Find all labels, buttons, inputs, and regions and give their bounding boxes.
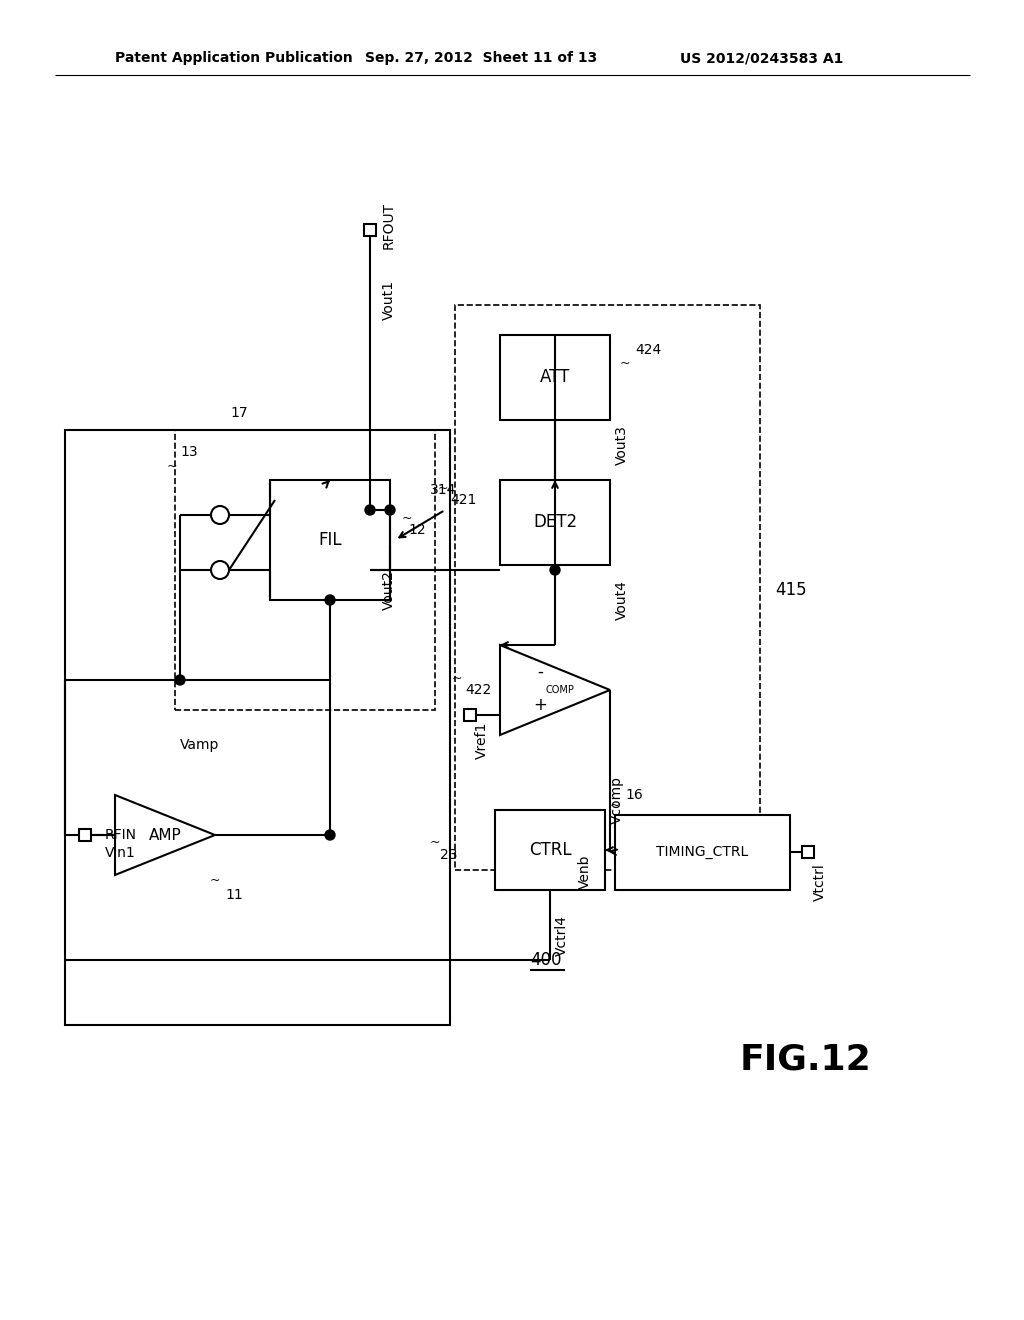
- Text: ~: ~: [452, 672, 463, 685]
- Text: RFOUT: RFOUT: [382, 202, 396, 248]
- Bar: [455, 305, 760, 870]
- Text: AMP: AMP: [148, 828, 181, 842]
- Text: 12: 12: [408, 523, 426, 537]
- Text: ~: ~: [210, 874, 220, 887]
- Text: COMP: COMP: [546, 685, 574, 696]
- Circle shape: [325, 595, 335, 605]
- Circle shape: [211, 561, 229, 579]
- Text: Sep. 27, 2012  Sheet 11 of 13: Sep. 27, 2012 Sheet 11 of 13: [365, 51, 597, 65]
- Text: Vout4: Vout4: [615, 579, 629, 620]
- Text: Patent Application Publication: Patent Application Publication: [115, 51, 352, 65]
- Circle shape: [365, 506, 375, 515]
- Text: -: -: [537, 663, 543, 681]
- Text: ~: ~: [620, 356, 631, 370]
- Circle shape: [550, 565, 560, 576]
- Text: 13: 13: [180, 445, 198, 459]
- Text: ~: ~: [167, 459, 177, 473]
- Text: Vref1: Vref1: [475, 721, 489, 759]
- Text: +: +: [534, 696, 547, 714]
- Bar: [802, 846, 814, 858]
- Circle shape: [211, 506, 229, 524]
- Text: RFIN: RFIN: [105, 828, 137, 842]
- Circle shape: [175, 675, 185, 685]
- Text: 314: 314: [430, 483, 457, 498]
- Text: ATT: ATT: [540, 368, 570, 385]
- Text: Vtctrl: Vtctrl: [813, 863, 827, 900]
- Text: CTRL: CTRL: [528, 841, 571, 859]
- Text: 16: 16: [625, 788, 643, 803]
- Circle shape: [385, 506, 395, 515]
- Text: 400: 400: [530, 950, 561, 969]
- Bar: [495, 810, 605, 890]
- Text: 415: 415: [775, 581, 807, 599]
- Text: ~: ~: [438, 482, 449, 495]
- Bar: [364, 224, 376, 236]
- Text: 422: 422: [465, 682, 492, 697]
- Text: ~: ~: [402, 511, 413, 524]
- Text: ~: ~: [430, 836, 440, 849]
- Text: Vout1: Vout1: [382, 280, 396, 319]
- Text: Vin1: Vin1: [105, 846, 136, 861]
- Text: 17: 17: [230, 407, 248, 420]
- Text: 421: 421: [450, 492, 476, 507]
- Text: Vout2: Vout2: [382, 570, 396, 610]
- Text: Vctrl4: Vctrl4: [555, 915, 569, 956]
- Text: 23: 23: [440, 847, 458, 862]
- Bar: [615, 814, 790, 890]
- Text: Vcomp: Vcomp: [610, 776, 624, 824]
- Text: US 2012/0243583 A1: US 2012/0243583 A1: [680, 51, 844, 65]
- Text: 424: 424: [635, 343, 662, 356]
- Bar: [65, 430, 450, 1026]
- Bar: [270, 480, 390, 601]
- Text: ~: ~: [610, 799, 621, 812]
- Text: FIL: FIL: [318, 531, 342, 549]
- Text: DET2: DET2: [532, 513, 578, 531]
- Circle shape: [325, 830, 335, 840]
- Bar: [500, 335, 610, 420]
- Text: TIMING_CTRL: TIMING_CTRL: [656, 845, 749, 859]
- Text: Vout3: Vout3: [615, 425, 629, 465]
- Bar: [464, 709, 476, 721]
- Text: Vamp: Vamp: [180, 738, 219, 752]
- Bar: [175, 430, 435, 710]
- Bar: [500, 480, 610, 565]
- Text: 11: 11: [225, 888, 243, 902]
- Bar: [79, 829, 91, 841]
- Text: FIG.12: FIG.12: [740, 1043, 871, 1077]
- Text: Venb: Venb: [578, 855, 592, 890]
